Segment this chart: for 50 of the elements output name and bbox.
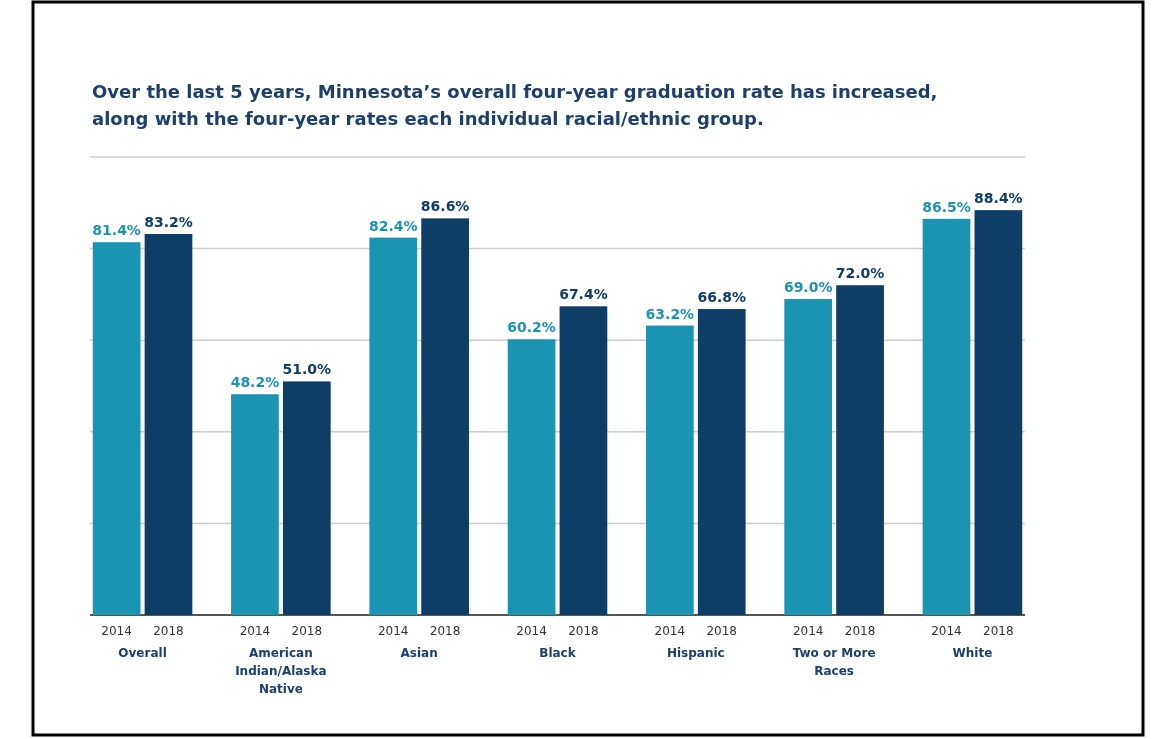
bar xyxy=(92,242,141,615)
data-label: 66.8% xyxy=(697,289,747,306)
data-label: 69.0% xyxy=(783,278,833,295)
series-label: 2018 xyxy=(153,624,184,638)
text: 2014 xyxy=(792,624,824,638)
text: 2018 xyxy=(983,624,1014,638)
x-tick-label: White xyxy=(952,646,993,660)
bar xyxy=(784,298,833,615)
bar xyxy=(697,309,746,615)
data-label: 67.4% xyxy=(559,286,608,303)
x-tick-label: Black xyxy=(539,646,577,660)
text: 2018 xyxy=(706,624,738,638)
data-label: 81.4% xyxy=(92,222,141,239)
text: 2014 xyxy=(931,624,962,638)
bar xyxy=(369,237,418,615)
chart-title: Over the last 5 years, Minnesota’s overall four-year graduation rate has increased, along with the four-year rates each individual racial/ethnic group. xyxy=(92,81,938,129)
x-tick-label: Asian xyxy=(400,646,438,660)
text: 2014 xyxy=(516,624,547,638)
bar xyxy=(922,218,971,615)
text: 2018 xyxy=(429,624,461,638)
series-label: 2014 xyxy=(101,624,132,638)
data-label: 83.2% xyxy=(144,213,193,230)
bar xyxy=(646,325,694,615)
data-label: 88.4% xyxy=(974,190,1023,207)
text: 2018 xyxy=(291,624,323,638)
data-label: 86.6% xyxy=(420,198,470,215)
bar xyxy=(974,210,1023,615)
data-label: 60.2% xyxy=(507,319,556,336)
bar xyxy=(507,339,556,615)
data-label: 72.0% xyxy=(835,265,885,282)
data-label: 82.4% xyxy=(368,217,418,234)
data-label: 48.2% xyxy=(230,374,280,391)
x-tick-label: Hispanic xyxy=(666,646,725,660)
data-label: 63.2% xyxy=(645,305,695,322)
x-tick-label: Two or More Races xyxy=(792,646,876,678)
bar xyxy=(836,285,884,615)
text: 2014 xyxy=(377,624,409,638)
text: 2014 xyxy=(239,624,271,638)
bar xyxy=(144,233,193,615)
data-label: 86.5% xyxy=(922,198,971,215)
text: 2014 xyxy=(654,624,686,638)
bar xyxy=(421,218,469,615)
data-label: 51.0% xyxy=(282,361,332,378)
text: 2018 xyxy=(844,624,876,638)
bar xyxy=(559,306,608,615)
text: 2018 xyxy=(568,624,599,638)
bar xyxy=(231,394,279,615)
x-tick-label: American Indian/Alaska Native xyxy=(235,646,327,696)
bar xyxy=(282,381,331,615)
x-tick-label: Overall xyxy=(118,646,167,660)
